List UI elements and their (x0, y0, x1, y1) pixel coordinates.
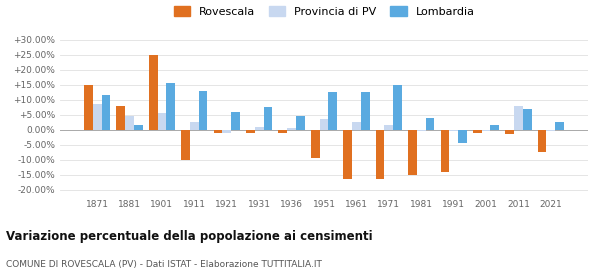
Bar (214, 130, 223, 133)
Bar (311, 130, 320, 158)
Bar (547, 130, 555, 131)
Bar (181, 130, 190, 160)
Bar (514, 106, 523, 130)
Bar (393, 85, 402, 130)
Bar (231, 112, 240, 130)
Bar (490, 125, 499, 130)
Bar (223, 130, 231, 133)
Bar (417, 130, 425, 131)
Bar (296, 116, 305, 130)
Bar (190, 122, 199, 130)
Bar (116, 106, 125, 130)
Bar (263, 107, 272, 130)
Bar (523, 109, 532, 130)
Bar (473, 130, 482, 133)
Bar (505, 130, 514, 134)
Bar (538, 130, 547, 152)
Bar (408, 130, 417, 175)
Bar (101, 95, 110, 130)
Bar (352, 122, 361, 130)
Legend: Rovescala, Provincia di PV, Lombardia: Rovescala, Provincia di PV, Lombardia (169, 2, 479, 22)
Bar (482, 130, 490, 131)
Bar (343, 130, 352, 179)
Bar (246, 130, 255, 133)
Text: COMUNE DI ROVESCALA (PV) - Dati ISTAT - Elaborazione TUTTITALIA.IT: COMUNE DI ROVESCALA (PV) - Dati ISTAT - … (6, 260, 322, 269)
Bar (425, 118, 434, 130)
Bar (385, 125, 393, 130)
Bar (555, 122, 564, 130)
Bar (149, 55, 158, 130)
Bar (134, 125, 143, 130)
Bar (328, 92, 337, 130)
Bar (278, 130, 287, 133)
Bar (458, 130, 467, 143)
Bar (255, 127, 263, 130)
Bar (440, 130, 449, 172)
Bar (158, 113, 166, 130)
Bar (93, 104, 101, 130)
Text: Variazione percentuale della popolazione ai censimenti: Variazione percentuale della popolazione… (6, 230, 373, 242)
Bar (166, 83, 175, 130)
Bar (361, 92, 370, 130)
Bar (449, 130, 458, 131)
Bar (199, 91, 208, 130)
Bar (287, 128, 296, 130)
Bar (376, 130, 385, 179)
Bar (320, 119, 328, 130)
Bar (125, 116, 134, 130)
Bar (84, 85, 93, 130)
